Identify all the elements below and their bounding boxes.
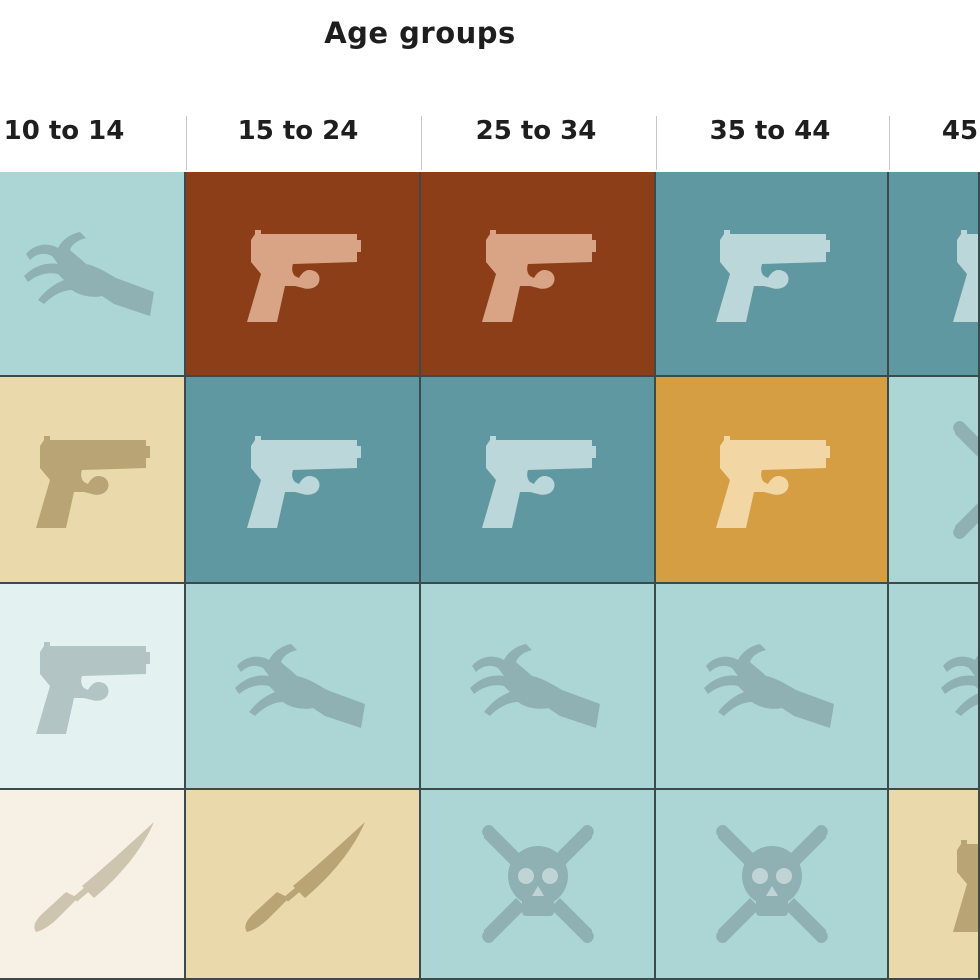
gun-icon <box>939 790 978 978</box>
grid-cell <box>421 790 656 980</box>
gun-icon <box>939 172 978 375</box>
grid-cell <box>421 584 656 790</box>
column-header-1: 15 to 24 <box>237 116 359 146</box>
column-divider <box>889 116 890 170</box>
column-divider <box>421 116 422 170</box>
column-header-2: 25 to 34 <box>475 116 597 146</box>
grid-cell <box>656 377 889 584</box>
zombie-hand-icon <box>939 584 978 788</box>
grid-cell <box>0 172 186 377</box>
column-header-4: 45 <box>941 116 979 146</box>
column-divider <box>186 116 187 170</box>
grid-cell <box>889 172 980 377</box>
column-divider <box>656 116 657 170</box>
age-groups-title: Age groups <box>324 16 516 50</box>
grid-cell <box>421 377 656 584</box>
grid-cell <box>186 377 421 584</box>
column-header-3: 35 to 44 <box>709 116 831 146</box>
skull-icon <box>939 377 978 582</box>
grid-cell <box>0 790 186 980</box>
grid-cell <box>421 172 656 377</box>
grid-cell <box>186 584 421 790</box>
grid-cell <box>186 790 421 980</box>
grid-cell <box>0 377 186 584</box>
grid-cell <box>889 377 980 584</box>
grid-cell <box>889 790 980 980</box>
column-header-row: 10 to 14 15 to 24 25 to 34 35 to 44 45 <box>0 112 980 170</box>
grid-cell <box>656 584 889 790</box>
icon-grid <box>0 172 980 980</box>
column-header-0: 10 to 14 <box>3 116 125 146</box>
grid-cell <box>656 790 889 980</box>
grid-cell <box>186 172 421 377</box>
grid-cell <box>0 584 186 790</box>
grid-cell <box>656 172 889 377</box>
grid-cell <box>889 584 980 790</box>
